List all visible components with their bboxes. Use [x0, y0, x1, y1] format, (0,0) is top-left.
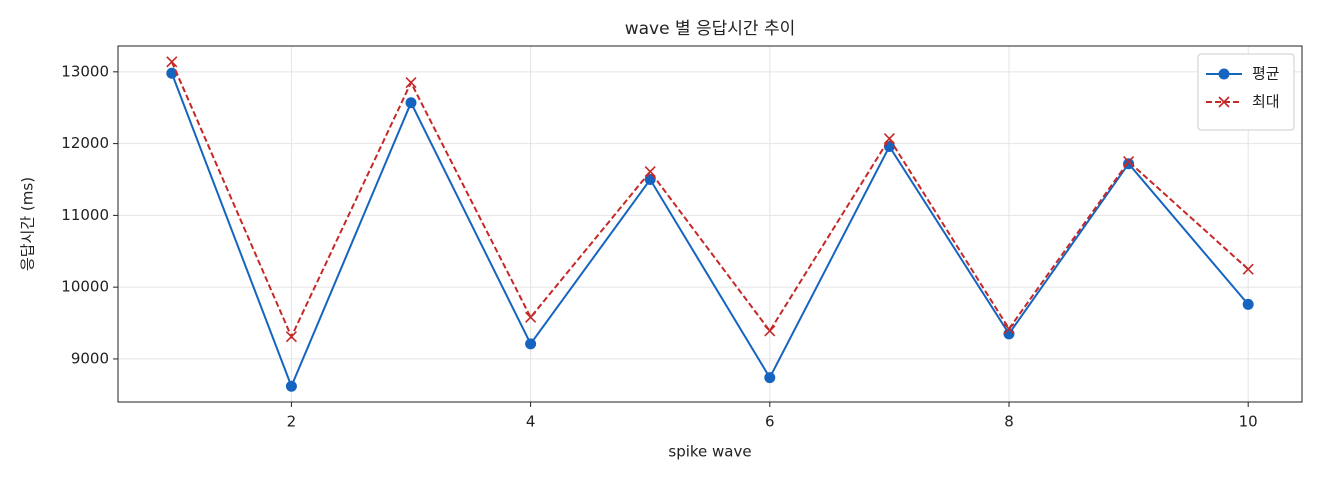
marker-shape — [1242, 263, 1254, 275]
marker — [1242, 298, 1254, 310]
marker — [1123, 155, 1135, 168]
marker-shape — [1123, 155, 1135, 168]
marker — [525, 311, 537, 323]
legend-marker — [1218, 96, 1230, 108]
marker — [1003, 328, 1015, 340]
marker — [285, 331, 297, 343]
marker — [166, 56, 178, 68]
plot-frame — [117, 45, 1303, 403]
marker — [644, 166, 656, 178]
x-axis-label: spike wave — [668, 443, 751, 461]
y-tick-label: 9000 — [71, 349, 109, 367]
line — [170, 61, 1249, 340]
marker — [166, 67, 178, 79]
marker — [1003, 323, 1015, 335]
marker-shape — [1003, 323, 1015, 335]
x-tick-label: 8 — [1004, 413, 1014, 431]
y-tick-label: 11000 — [61, 206, 109, 224]
marker — [405, 77, 417, 89]
marker-shape — [764, 325, 776, 337]
marker-shape — [405, 77, 417, 89]
marker — [285, 380, 297, 392]
x-tick-label: 6 — [765, 413, 775, 431]
marker — [1242, 263, 1254, 275]
line — [170, 72, 1249, 389]
marker-shape — [285, 331, 297, 343]
marker — [525, 338, 537, 350]
x-tick-label: 4 — [526, 413, 536, 431]
marker — [764, 372, 776, 384]
marker-shape — [525, 311, 537, 323]
legend-label: 평균 — [1252, 65, 1280, 83]
marker-shape — [644, 166, 656, 178]
y-tick-label: 10000 — [61, 278, 109, 296]
legend-label: 최대 — [1252, 93, 1280, 111]
chart-title: wave 별 응답시간 추이 — [625, 19, 796, 39]
marker-shape — [883, 133, 895, 145]
marker — [405, 97, 417, 109]
x-tick-label: 2 — [287, 413, 297, 431]
marker-shape — [166, 56, 178, 68]
y-tick-label: 12000 — [61, 134, 109, 152]
y-axis-label: 응답시간 (ms) — [19, 177, 37, 271]
legend-marker — [1218, 68, 1230, 80]
marker — [764, 325, 776, 337]
y-tick-label: 13000 — [61, 62, 109, 80]
marker — [883, 133, 895, 145]
x-tick-label: 10 — [1239, 413, 1258, 431]
